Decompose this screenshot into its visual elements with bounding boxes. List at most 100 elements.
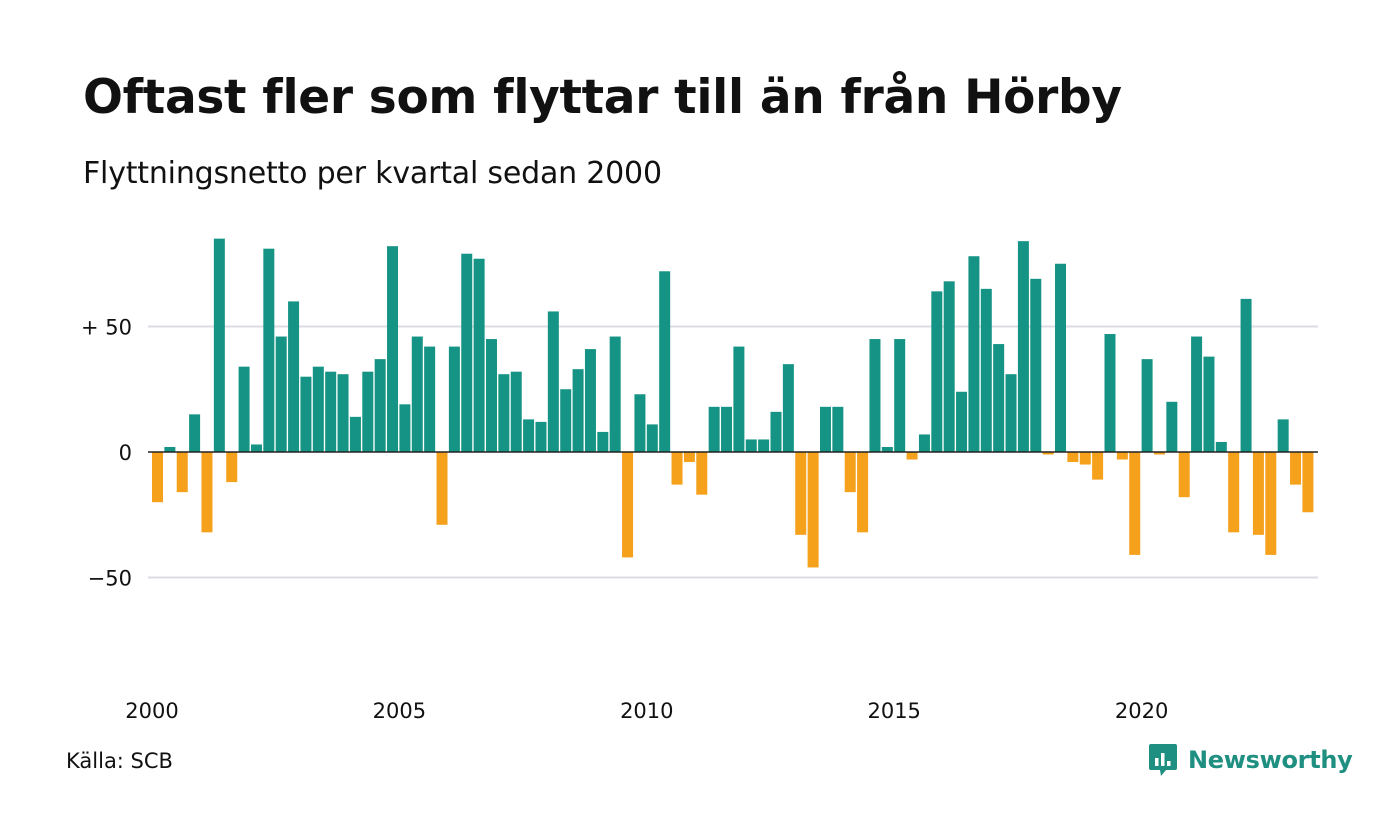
- bar-negative: [1228, 452, 1240, 533]
- bar-negative: [1153, 452, 1165, 455]
- bar-positive: [1055, 263, 1067, 452]
- bar-positive: [374, 359, 386, 452]
- bar-positive: [485, 339, 497, 452]
- bar-positive: [993, 344, 1005, 452]
- chart-subtitle: Flyttningsnetto per kvartal sedan 2000: [83, 156, 662, 191]
- bar-positive: [325, 371, 337, 452]
- bar-positive: [1017, 241, 1029, 452]
- bar-negative: [622, 452, 634, 558]
- bar-positive: [1166, 401, 1178, 452]
- bar-positive: [300, 376, 312, 452]
- bar-negative: [1042, 452, 1054, 455]
- bar-positive: [349, 416, 361, 452]
- bar-positive: [275, 336, 287, 452]
- bar-negative: [1302, 452, 1314, 513]
- bar-positive: [288, 301, 300, 452]
- bar-negative: [906, 452, 918, 460]
- bar-positive: [387, 246, 399, 452]
- bars: [152, 238, 1314, 568]
- bar-positive: [1203, 356, 1215, 452]
- bar-positive: [312, 366, 324, 452]
- bar-positive: [1141, 359, 1153, 452]
- bar-negative: [1067, 452, 1079, 463]
- bar-negative: [1265, 452, 1277, 555]
- bar-positive: [399, 404, 411, 452]
- bar-positive: [1277, 419, 1289, 452]
- bar-positive: [634, 394, 646, 452]
- bar-positive: [337, 374, 349, 452]
- bar-positive: [968, 256, 980, 452]
- bar-positive: [943, 281, 955, 452]
- bar-positive: [1005, 374, 1017, 452]
- bar-positive: [535, 421, 547, 452]
- bar-positive: [956, 391, 968, 452]
- bar-negative: [1178, 452, 1190, 498]
- bar-negative: [683, 452, 695, 463]
- x-tick-label: 2020: [1115, 699, 1168, 723]
- bar-positive: [770, 411, 782, 452]
- x-tick-label: 2005: [373, 699, 426, 723]
- bar-positive: [473, 258, 485, 452]
- bar-positive: [238, 366, 250, 452]
- bar-negative: [1290, 452, 1302, 485]
- grid-lines: [148, 325, 1318, 579]
- bar-negative: [436, 452, 448, 525]
- bar-positive: [758, 439, 770, 452]
- x-tick-label: 2015: [867, 699, 920, 723]
- bar-negative: [1079, 452, 1091, 465]
- bar-negative: [844, 452, 856, 493]
- bar-positive: [250, 444, 262, 452]
- bar-positive: [461, 253, 473, 452]
- bar-positive: [263, 248, 275, 452]
- x-tick-label: 2010: [620, 699, 673, 723]
- bar-negative: [152, 452, 163, 503]
- bar-positive: [832, 406, 844, 452]
- bar-positive: [213, 238, 225, 452]
- bar-negative: [176, 452, 188, 493]
- bar-positive: [745, 439, 757, 452]
- bar-positive: [894, 339, 906, 452]
- bar-negative: [696, 452, 708, 495]
- brand-logo: Newsworthy: [1148, 742, 1353, 778]
- bar-positive: [189, 414, 201, 452]
- bar-positive: [411, 336, 423, 452]
- bar-positive: [659, 271, 671, 452]
- bar-negative: [807, 452, 819, 568]
- bar-positive: [424, 346, 436, 452]
- bar-negative: [1252, 452, 1264, 535]
- bar-positive: [572, 369, 584, 452]
- x-tick-label: 2000: [125, 699, 178, 723]
- bar-positive: [980, 288, 992, 452]
- bar-negative: [226, 452, 238, 483]
- bar-positive: [782, 364, 794, 452]
- bar-positive: [560, 389, 572, 452]
- bar-positive: [597, 431, 609, 452]
- bar-positive: [646, 424, 658, 452]
- bar-positive: [164, 446, 176, 452]
- bar-positive: [1030, 278, 1042, 452]
- bar-positive: [721, 406, 733, 452]
- bar-negative: [795, 452, 807, 535]
- source-note: Källa: SCB: [66, 749, 173, 773]
- bar-positive: [609, 336, 621, 452]
- bar-negative: [1129, 452, 1141, 555]
- bar-negative: [201, 452, 213, 533]
- bar-positive: [448, 346, 460, 452]
- bar-positive: [510, 371, 522, 452]
- bar-positive: [881, 446, 893, 452]
- bar-positive: [1191, 336, 1203, 452]
- bar-positive: [547, 311, 559, 452]
- bar-negative: [1092, 452, 1104, 480]
- bar-positive: [819, 406, 831, 452]
- bar-positive: [869, 339, 881, 452]
- y-tick-label: −50: [88, 567, 132, 591]
- chart-title: Oftast fler som flyttar till än från Hör…: [83, 70, 1122, 125]
- bar-positive: [584, 349, 596, 452]
- bar-negative: [857, 452, 869, 533]
- bar-positive: [523, 419, 535, 452]
- bar-negative: [671, 452, 683, 485]
- bar-positive: [708, 406, 720, 452]
- bar-positive: [1240, 298, 1252, 452]
- bar-positive: [733, 346, 745, 452]
- bar-positive: [931, 291, 943, 452]
